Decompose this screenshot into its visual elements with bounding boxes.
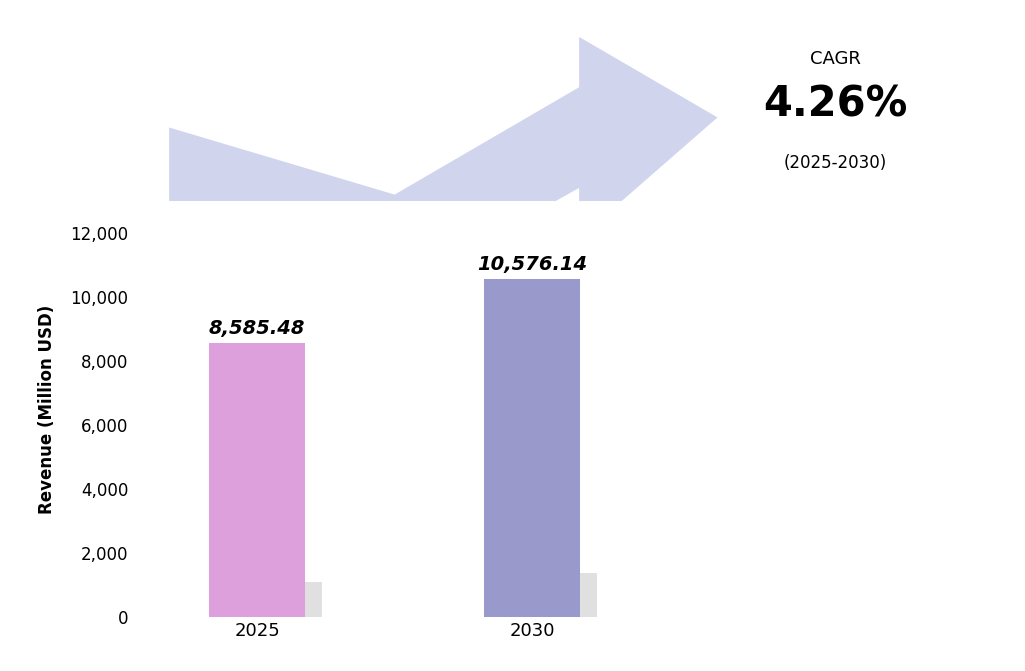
Polygon shape (495, 573, 597, 617)
Text: (2025-2030): (2025-2030) (784, 154, 887, 172)
Text: CAGR: CAGR (810, 50, 861, 68)
Bar (484, 279, 580, 617)
Y-axis label: Revenue (Million USD): Revenue (Million USD) (38, 305, 56, 514)
Text: 4.26%: 4.26% (764, 84, 907, 126)
Text: 10,576.14: 10,576.14 (477, 255, 587, 274)
Bar (209, 343, 305, 617)
Text: 8,585.48: 8,585.48 (209, 319, 305, 338)
Polygon shape (220, 582, 322, 617)
